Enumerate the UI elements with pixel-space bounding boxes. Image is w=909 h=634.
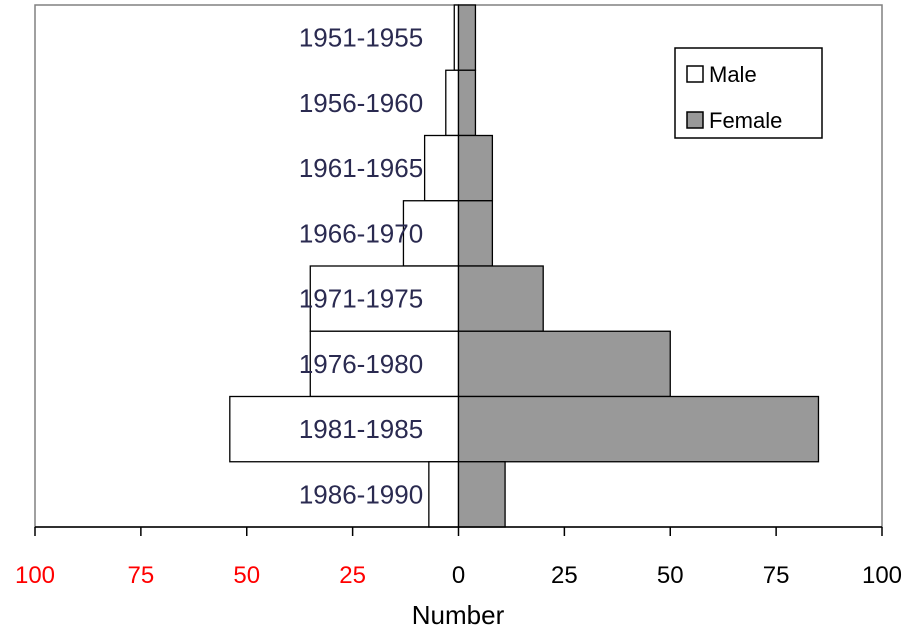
- category-label: 1971-1975: [299, 284, 423, 314]
- female-bar: [457, 330, 671, 398]
- category-label: 1976-1980: [299, 349, 423, 379]
- category-label: 1956-1960: [299, 88, 423, 118]
- x-tick-label: 50: [657, 562, 684, 589]
- female-bar: [457, 69, 477, 137]
- x-ticks: 100 75 50 25 0 25 50 75 100: [15, 527, 902, 589]
- category-labels: 1951-1955 1956-1960 1961-1965 1966-1970 1971…: [299, 23, 423, 510]
- female-bar: [457, 395, 820, 463]
- x-axis-title: Number: [412, 600, 505, 630]
- x-tick-label: 100: [15, 562, 55, 589]
- category-label: 1966-1970: [299, 218, 423, 248]
- female-bar: [457, 200, 494, 267]
- category-label: 1986-1990: [299, 479, 423, 509]
- x-tick-label: 75: [763, 562, 790, 589]
- category-label: 1981-1985: [299, 414, 423, 444]
- female-bar: [457, 4, 477, 71]
- legend-label-female: Female: [709, 108, 782, 133]
- female-bar: [457, 134, 494, 202]
- female-bar: [457, 265, 544, 332]
- male-bar: [428, 461, 460, 528]
- legend-label-male: Male: [709, 62, 757, 87]
- x-tick-label: 0: [452, 562, 465, 589]
- female-bar: [457, 461, 506, 528]
- legend-swatch-male: [686, 65, 704, 83]
- legend-swatch-female: [686, 111, 704, 129]
- legend: Male Female: [674, 47, 823, 139]
- male-bar: [229, 395, 460, 463]
- male-bar: [445, 69, 460, 137]
- x-tick-label: 25: [551, 562, 578, 589]
- category-label: 1951-1955: [299, 23, 423, 53]
- x-tick-label: 100: [862, 562, 902, 589]
- x-tick-label: 25: [339, 562, 366, 589]
- category-label: 1961-1965: [299, 153, 423, 183]
- x-tick-label: 50: [233, 562, 260, 589]
- male-bar: [423, 134, 460, 202]
- legend-box: [674, 47, 823, 139]
- x-tick-label: 75: [128, 562, 155, 589]
- female-bars: [457, 4, 820, 528]
